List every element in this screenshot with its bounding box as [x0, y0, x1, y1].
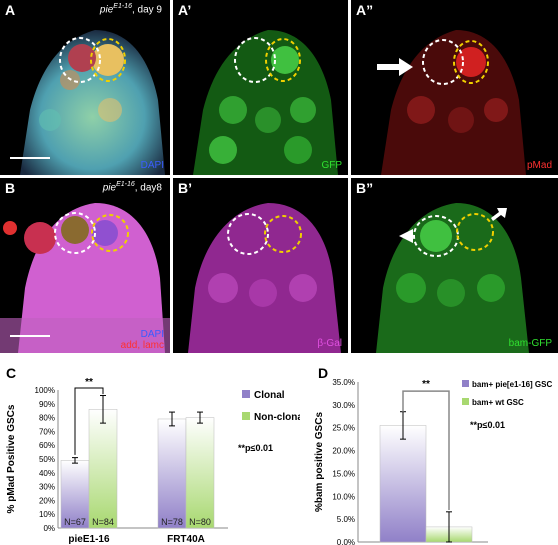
y-tick-label: 50% [39, 455, 55, 464]
y-tick-label: 60% [39, 441, 55, 450]
n-label: N=78 [161, 517, 183, 527]
y-tick-label: 80% [39, 414, 55, 423]
panel-a: A pieE1-16, day 9 DAPI [0, 0, 170, 175]
y-tick-label: 70% [39, 427, 55, 436]
panel-label: B” [356, 180, 374, 196]
panel-a-prime-image [193, 30, 338, 175]
panel-b-image [0, 203, 170, 353]
stain-label: pMad [526, 160, 552, 171]
legend-swatch [462, 398, 469, 405]
stain-label: DAPI add, lamc [120, 329, 164, 351]
stain-label: bam-GFP [508, 338, 552, 349]
panel-a-double-prime-image [377, 30, 526, 175]
y-axis-label: %bam positive GSCs [314, 412, 325, 512]
legend-swatch [242, 390, 250, 398]
arrow-icon [377, 58, 413, 76]
y-tick-label: 100% [35, 386, 55, 395]
stain-label: DAPI [140, 160, 164, 171]
panel-label-d: D [318, 365, 329, 381]
y-tick-label: 90% [39, 400, 55, 409]
panel-label: B [5, 180, 16, 196]
legend-label: bam+ wt GSC [472, 398, 524, 407]
chart-d: 0.0% 5.0% 10.0% 15.0% 20.0% 25.0% 30.0% 35.0% %b… [314, 378, 552, 545]
y-tick-label: 30% [39, 483, 55, 492]
significance-bracket [74, 387, 104, 455]
y-tick-label: 10% [39, 510, 55, 519]
y-axis-label: % pMad Positive GSCs [6, 404, 17, 513]
panel-label: A’ [178, 2, 192, 18]
panel-label: B’ [178, 180, 192, 196]
genotype-label: pieE1-16, day8 [102, 181, 162, 194]
n-label: N=84 [92, 517, 114, 527]
arrowhead-icon [399, 229, 413, 243]
category-label: pieE1-16 [68, 534, 110, 545]
arrow-icon [491, 208, 507, 221]
stain-label: β-Gal [317, 338, 342, 349]
y-tick-label: 20.0% [332, 447, 355, 456]
legend-label: bam+ pie[e1-16] GSC [472, 380, 552, 389]
panel-b-prime-image [188, 203, 341, 353]
y-tick-label: 35.0% [332, 378, 355, 387]
y-tick-label: 0.0% [337, 538, 355, 545]
panel-label: A” [356, 2, 374, 18]
y-tick-label: 15.0% [332, 469, 355, 478]
panel-b: B pieE1-16, day8 DAPI add, lamc [0, 178, 170, 353]
y-tick-label: 40% [39, 469, 55, 478]
bar-clonal [60, 460, 90, 529]
n-label: N=67 [64, 517, 86, 527]
panel-b-double-prime: B” bam-GFP [351, 178, 558, 353]
panel-a-prime: A’ GFP [173, 0, 348, 175]
stain-label: GFP [321, 160, 342, 171]
y-tick-label: 25.0% [332, 424, 355, 433]
y-tick-label: 0% [43, 524, 55, 533]
chart-c: 0% 10% 20% 30% 40% 50% 60% 70% 80% 90% 100% % pMad … [6, 377, 300, 545]
significance-label: ** [422, 379, 430, 390]
legend-label: Clonal [254, 390, 285, 401]
panel-b-double-prime-image [376, 203, 529, 353]
significance-label: ** [85, 377, 93, 388]
category-label: FRT40A [167, 534, 205, 545]
p-value-note: **p≤0.01 [470, 420, 505, 430]
panel-a-double-prime: A” pMad [351, 0, 558, 175]
p-value-note: **p≤0.01 [238, 443, 273, 453]
significance-bracket [402, 390, 450, 510]
panel-label: A [5, 2, 16, 18]
bar-clonal [157, 418, 187, 529]
bar-non-clonal [88, 409, 118, 529]
y-tick-label: 30.0% [332, 401, 355, 410]
y-tick-label: 5.0% [337, 515, 355, 524]
bar-non-clonal [185, 417, 215, 529]
genotype-label: pieE1-16, day 9 [99, 3, 162, 16]
panel-label-c: C [6, 365, 17, 381]
panel-b-prime: B’ β-Gal [173, 178, 348, 353]
legend-label: Non-clonal [254, 412, 300, 423]
legend-swatch [242, 412, 250, 420]
bar-bam-pie [379, 425, 427, 543]
y-tick-label: 20% [39, 496, 55, 505]
panel-a-image [10, 30, 165, 175]
n-label: N=80 [189, 517, 211, 527]
y-tick-label: 10.0% [332, 492, 355, 501]
legend-swatch [462, 380, 469, 387]
